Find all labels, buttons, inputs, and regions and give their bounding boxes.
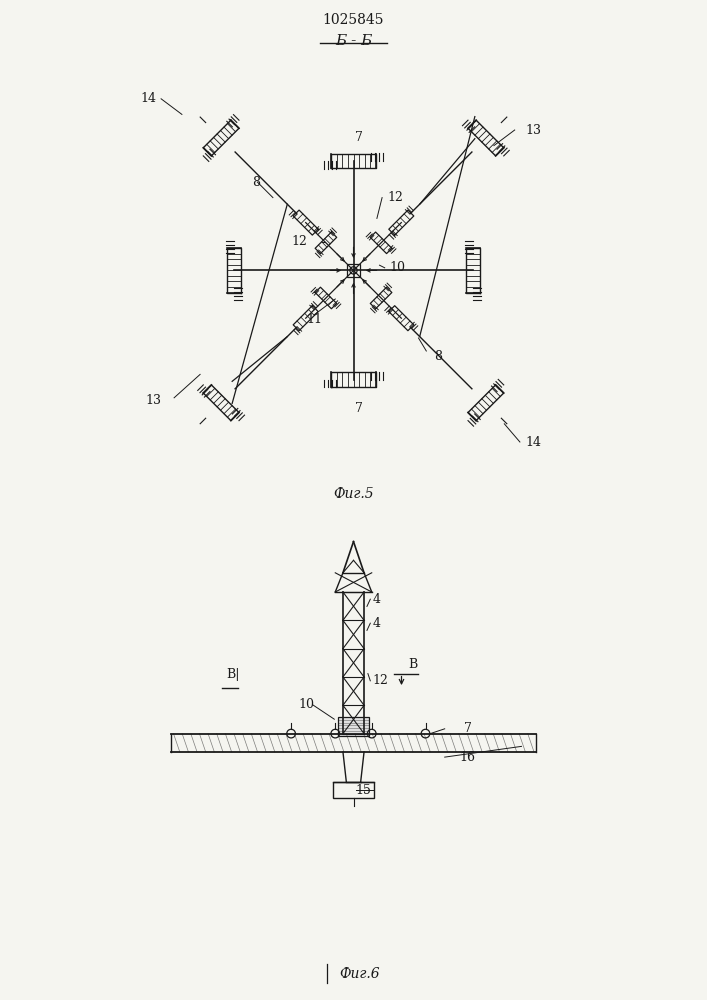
Text: 11: 11 bbox=[307, 313, 322, 326]
Text: 12: 12 bbox=[291, 235, 307, 248]
Text: 12: 12 bbox=[387, 191, 403, 204]
Text: 7: 7 bbox=[355, 131, 363, 144]
Text: 10: 10 bbox=[298, 698, 315, 711]
Text: 7: 7 bbox=[464, 722, 472, 735]
Text: Фиг.5: Фиг.5 bbox=[333, 487, 374, 501]
Circle shape bbox=[350, 267, 357, 274]
Text: В: В bbox=[409, 658, 418, 671]
Text: 10: 10 bbox=[390, 261, 406, 274]
Text: 1025845: 1025845 bbox=[323, 13, 384, 27]
Bar bbox=[333, 782, 374, 798]
Text: Б - Б: Б - Б bbox=[335, 34, 372, 48]
Bar bbox=[338, 717, 369, 736]
Bar bbox=[347, 264, 360, 277]
Text: 13: 13 bbox=[146, 394, 161, 407]
Text: 14: 14 bbox=[140, 92, 156, 105]
Text: 7: 7 bbox=[355, 402, 363, 415]
Text: В|: В| bbox=[227, 668, 240, 681]
Text: 16: 16 bbox=[459, 751, 475, 764]
Text: 15: 15 bbox=[356, 784, 372, 796]
Text: 13: 13 bbox=[525, 123, 541, 136]
Text: 12: 12 bbox=[373, 674, 389, 687]
Text: 8: 8 bbox=[252, 176, 260, 188]
Text: 4: 4 bbox=[373, 593, 380, 606]
Text: 4: 4 bbox=[373, 617, 380, 630]
Text: 8: 8 bbox=[434, 350, 442, 363]
Text: 14: 14 bbox=[525, 436, 541, 448]
Text: Фиг.6: Фиг.6 bbox=[339, 967, 380, 981]
